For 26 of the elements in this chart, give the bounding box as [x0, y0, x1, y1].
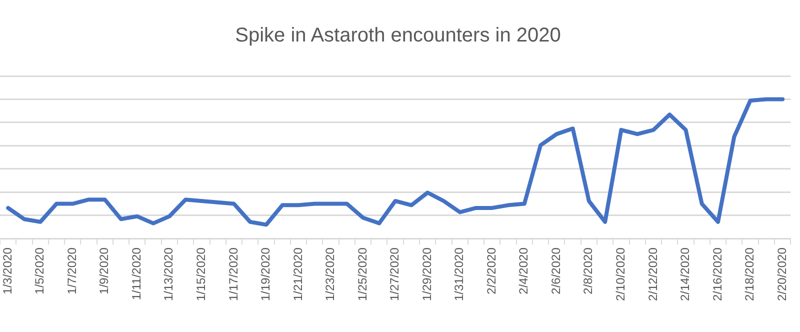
x-tick-label: 2/6/2020	[548, 247, 563, 294]
x-tick-label: 1/25/2020	[355, 247, 370, 302]
x-tick-label: 2/4/2020	[516, 247, 531, 294]
x-tick-label: 1/23/2020	[323, 247, 338, 302]
x-tick-label: 1/21/2020	[290, 247, 305, 302]
x-tick-label: 1/19/2020	[258, 247, 273, 302]
x-tick-label: 1/17/2020	[226, 247, 240, 302]
x-tick-label: 1/5/2020	[32, 247, 47, 294]
x-tick-label: 1/31/2020	[452, 247, 466, 302]
x-tick-label: 2/18/2020	[742, 247, 757, 302]
x-tick-label: 1/15/2020	[194, 247, 208, 302]
x-tick-label: 2/20/2020	[774, 247, 789, 302]
x-tick-label: 2/10/2020	[614, 247, 628, 302]
x-tick-label: 2/8/2020	[581, 247, 596, 294]
x-tick-label: 1/3/2020	[0, 247, 14, 294]
x-tick-label: 2/2/2020	[484, 247, 498, 294]
chart-title: Spike in Astaroth encounters in 2020	[235, 24, 561, 47]
x-tick-label: 1/11/2020	[129, 247, 144, 300]
x-tick-label: 2/16/2020	[710, 247, 724, 302]
x-tick-label: 2/12/2020	[646, 247, 660, 302]
x-tick-label: 1/27/2020	[388, 247, 402, 302]
x-tick-label: 1/9/2020	[97, 247, 112, 294]
x-tick-label: 1/29/2020	[420, 247, 434, 302]
x-tick-label: 1/7/2020	[64, 247, 79, 294]
x-tick-label: 1/13/2020	[162, 247, 176, 302]
x-tick-label: 2/14/2020	[678, 247, 692, 302]
